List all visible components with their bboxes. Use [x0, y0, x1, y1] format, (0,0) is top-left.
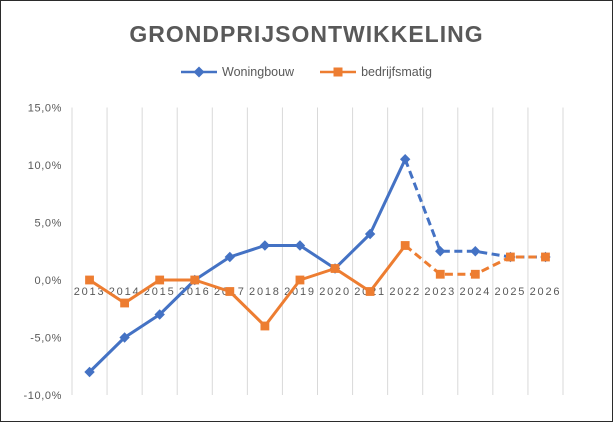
series-line-woningbouw	[88, 158, 407, 374]
legend-square-icon	[333, 67, 343, 77]
x-axis-tick-label: 2023	[424, 286, 456, 298]
legend-label-woningbouw: Woningbouw	[222, 65, 295, 79]
legend: Woningbouw bedrijfsmatig	[1, 65, 612, 79]
x-axis-tick-label: 2018	[249, 286, 281, 298]
data-point-diamond	[294, 240, 306, 251]
y-axis-tick-label: -5,0%	[30, 333, 62, 345]
legend-item-bedrijfsmatig: bedrijfsmatig	[320, 65, 432, 79]
y-axis-tick-label: 0,0%	[35, 275, 62, 287]
data-point-square	[190, 275, 200, 285]
chart-title: GRONDPRIJSONTWIKKELING	[129, 21, 484, 47]
x-axis-tick-label: 2013	[74, 286, 106, 298]
series-line-forecast-woningbouw	[403, 158, 546, 259]
data-point-diamond	[435, 246, 446, 257]
data-point-diamond	[84, 366, 95, 378]
data-point-square	[225, 287, 235, 296]
legend-diamond-icon	[193, 66, 205, 78]
data-point-square	[85, 275, 94, 285]
data-point-square	[435, 269, 445, 279]
series-line-bedrijfsmatig	[88, 244, 407, 328]
data-point-square	[505, 252, 515, 262]
data-point-square	[470, 269, 480, 279]
data-point-square	[330, 264, 340, 273]
data-point-square	[400, 241, 410, 250]
legend-marker-square-icon	[320, 67, 357, 77]
data-point-square	[541, 252, 550, 262]
x-axis-tick-label: 2020	[319, 286, 351, 298]
data-point-diamond	[154, 309, 165, 320]
data-point-diamond	[259, 240, 271, 251]
x-axis-tick-label: 2022	[389, 286, 421, 298]
legend-marker-diamond-icon	[181, 66, 218, 78]
legend-label-bedrijfsmatig: bedrijfsmatig	[361, 65, 432, 79]
y-axis-tick-label: -10,0%	[24, 390, 62, 402]
data-point-square	[155, 275, 165, 285]
y-axis-tick-label: 15,0%	[28, 103, 62, 115]
y-axis-tick-label: 5,0%	[35, 218, 62, 230]
data-point-diamond	[399, 154, 411, 165]
data-point-diamond	[364, 228, 376, 240]
data-point-square	[120, 298, 130, 308]
x-axis-tick-label: 2024	[459, 286, 491, 298]
legend-item-woningbouw: Woningbouw	[181, 65, 294, 79]
data-point-diamond	[470, 246, 481, 257]
data-point-diamond	[224, 251, 236, 263]
data-point-square	[365, 287, 375, 296]
x-axis-tick-label: 2015	[144, 286, 176, 298]
x-axis-tick-label: 2025	[495, 286, 527, 298]
x-axis-tick-label: 2014	[109, 286, 141, 298]
x-axis-tick-label: 2026	[530, 286, 562, 298]
data-point-square	[295, 275, 305, 285]
data-point-square	[260, 321, 270, 331]
data-point-diamond	[119, 332, 130, 343]
y-axis-tick-label: 10,0%	[28, 160, 62, 172]
